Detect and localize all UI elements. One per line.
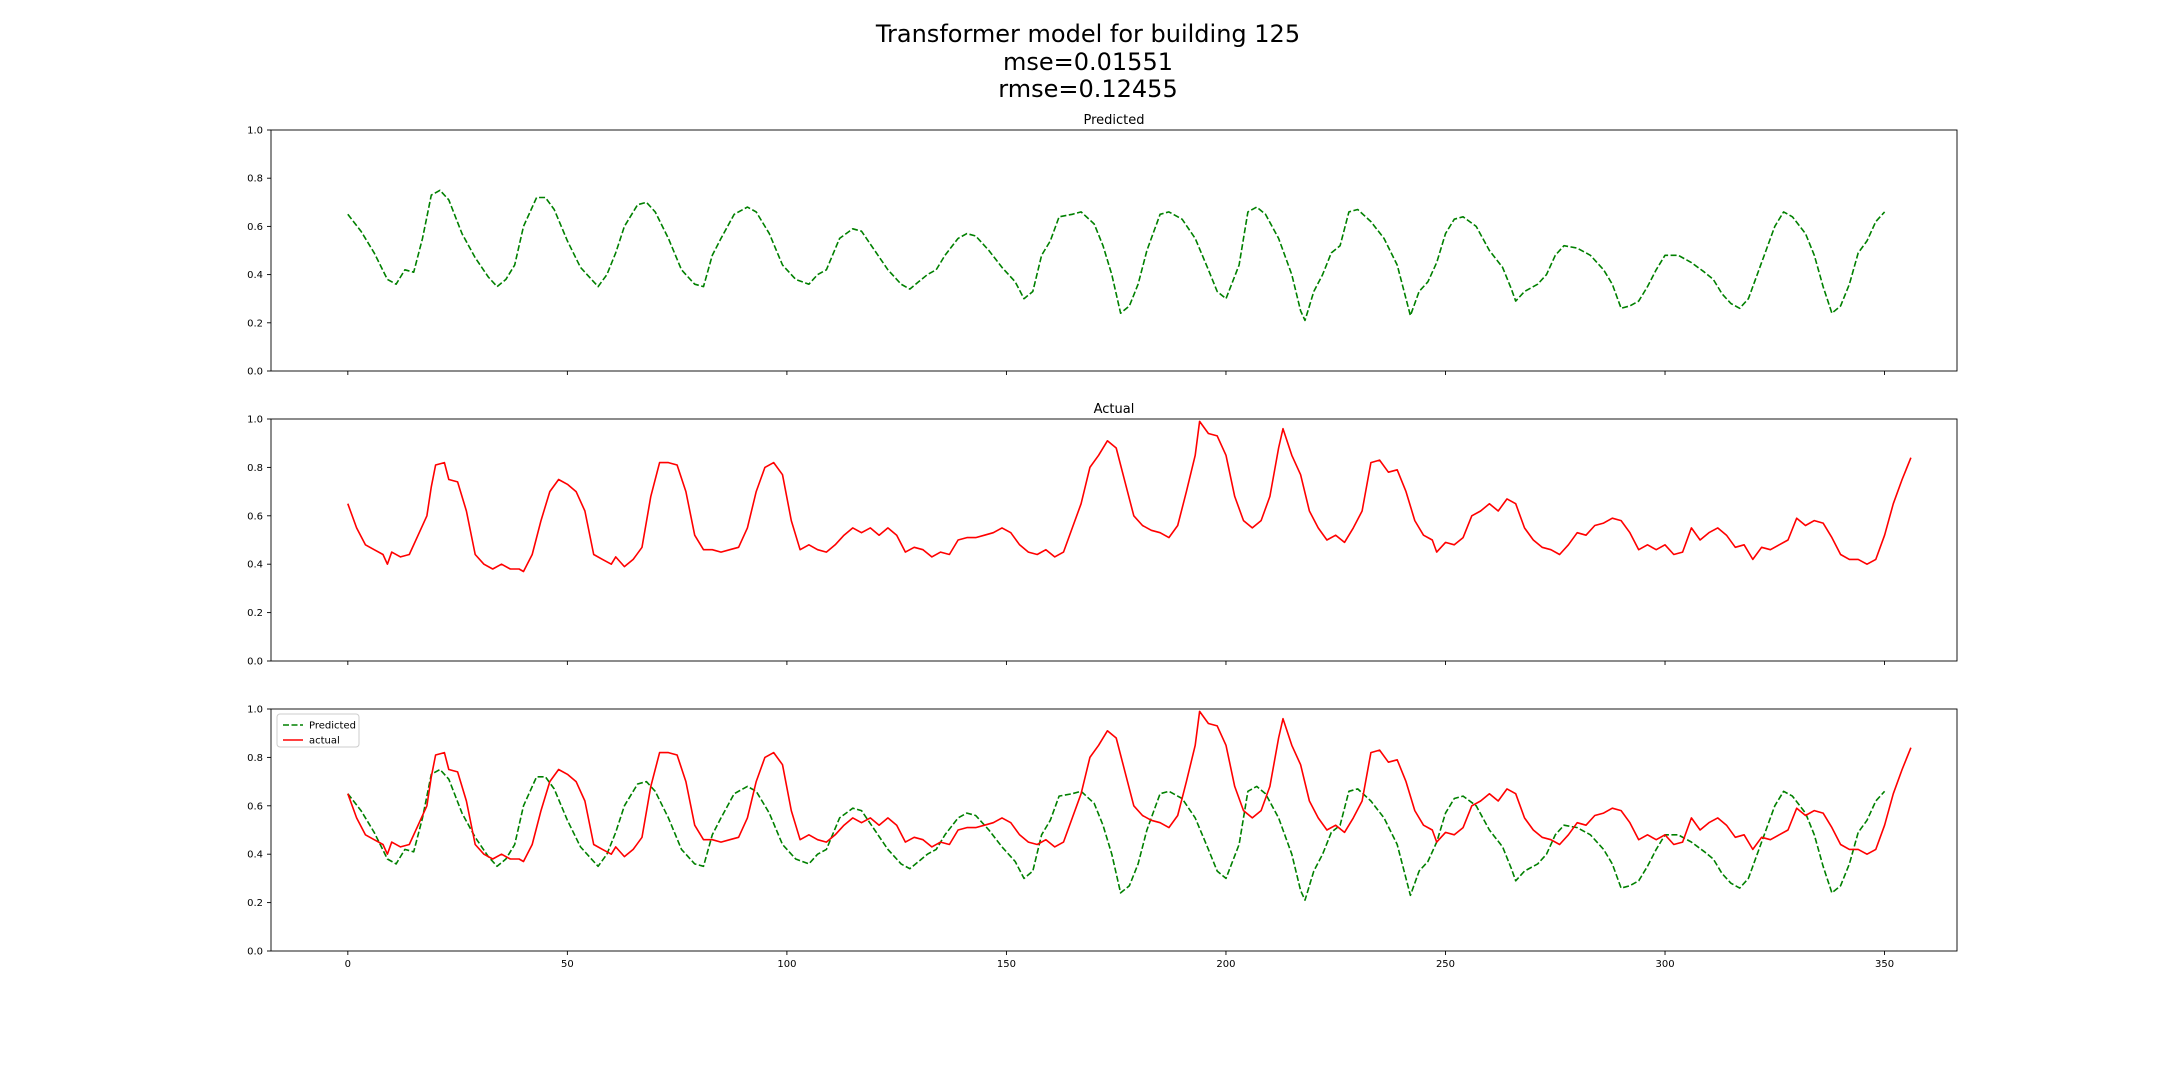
legend-box bbox=[276, 713, 360, 748]
y-tick-label: 1.0 bbox=[247, 126, 263, 137]
y-tick-label: 0.0 bbox=[247, 947, 263, 958]
subplot-title: Actual bbox=[1094, 402, 1135, 417]
legend-label-actual: actual bbox=[309, 736, 340, 747]
y-tick-label: 0.4 bbox=[247, 850, 263, 861]
x-tick-label: 50 bbox=[561, 959, 574, 970]
y-tick-label: 0.0 bbox=[247, 367, 263, 378]
y-tick-label: 0.0 bbox=[247, 657, 263, 668]
y-tick-label: 0.8 bbox=[247, 174, 263, 185]
axes-frame bbox=[270, 418, 1958, 662]
y-tick-label: 1.0 bbox=[247, 705, 263, 716]
x-tick-label: 250 bbox=[1436, 959, 1455, 970]
x-tick-label: 200 bbox=[1216, 959, 1235, 970]
subplot-title: Predicted bbox=[1083, 113, 1144, 128]
y-tick-label: 0.2 bbox=[247, 898, 263, 909]
series-line-predicted bbox=[347, 189, 1886, 322]
x-tick-label: 100 bbox=[777, 959, 796, 970]
y-tick-label: 0.6 bbox=[247, 801, 263, 812]
x-tick-label: 150 bbox=[997, 959, 1016, 970]
series-line-actual bbox=[347, 420, 1912, 573]
y-tick-label: 1.0 bbox=[247, 415, 263, 426]
figure-title-line-2: mse=0.01551 bbox=[1003, 48, 1173, 76]
figure-title-line-3: rmse=0.12455 bbox=[998, 75, 1177, 103]
y-tick-label: 0.4 bbox=[247, 270, 263, 281]
x-tick-label: 0 bbox=[345, 959, 351, 970]
legend-label-predicted: Predicted bbox=[309, 721, 356, 732]
y-tick-label: 0.4 bbox=[247, 560, 263, 571]
series-line-predicted bbox=[347, 768, 1886, 901]
axes-frame bbox=[270, 708, 1958, 952]
series-line-actual bbox=[347, 710, 1912, 863]
y-tick-label: 0.2 bbox=[247, 318, 263, 329]
y-tick-label: 0.6 bbox=[247, 222, 263, 233]
axes-frame bbox=[270, 129, 1958, 372]
y-tick-label: 0.6 bbox=[247, 511, 263, 522]
subplot-actual: 0.0 0.2 0.4 0.6 0.8 1.0 Actual bbox=[247, 402, 1958, 668]
y-tick-label: 0.8 bbox=[247, 753, 263, 764]
x-tick-label: 300 bbox=[1655, 959, 1674, 970]
y-tick-label: 0.8 bbox=[247, 463, 263, 474]
x-tick-label: 350 bbox=[1875, 959, 1894, 970]
subplot-predicted: 0.0 0.2 0.4 0.6 0.8 1.0 Predicted bbox=[247, 113, 1958, 378]
figure-title-line-1: Transformer model for building 125 bbox=[875, 20, 1300, 48]
y-tick-label: 0.2 bbox=[247, 608, 263, 619]
subplot-overlay: 0.0 0.2 0.4 0.6 0.8 1.0 0 50 100 150 200 250 300 350 P… bbox=[247, 705, 1958, 970]
